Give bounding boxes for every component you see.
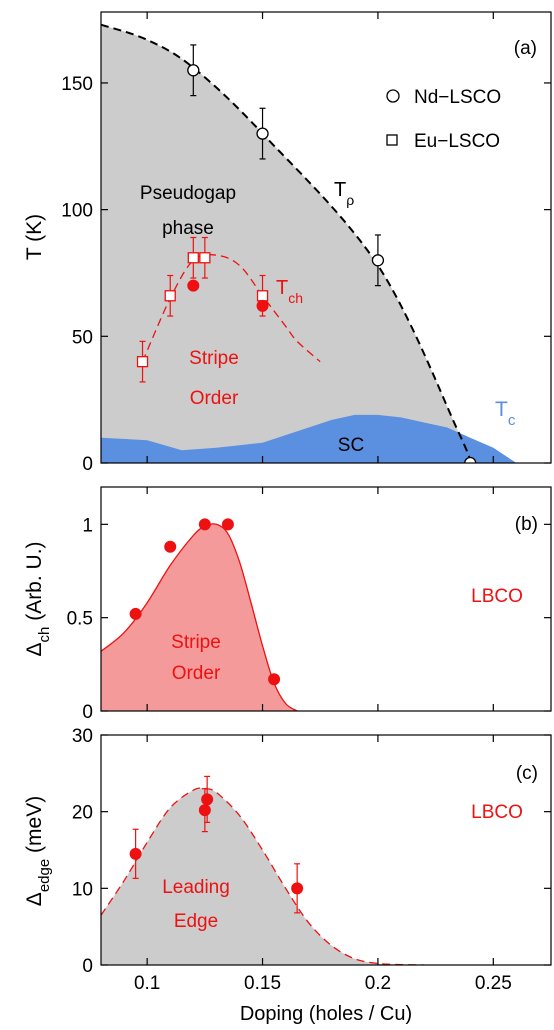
panel-c-frame [100, 734, 552, 966]
panel-a-label: (a) [514, 38, 537, 59]
panel-c-x-ticks: 0.1 0.15 0.2 0.25 [134, 735, 512, 994]
panel-b-y-ticks: 00.51 [67, 515, 551, 723]
tc-subscript: c [508, 412, 516, 429]
lbco-edge-point [291, 882, 304, 895]
leading-edge-region [101, 788, 425, 965]
panel-a-y-ticks: 0 50 100 150 [61, 74, 551, 475]
leading-edge-curve [101, 787, 425, 965]
eu-lsco-point [187, 252, 199, 264]
t-ch-label: Tch [276, 277, 303, 306]
t-rho-label: Tρ [334, 179, 354, 208]
lbco-stripe-point [198, 518, 211, 531]
panel-b-x-ticks [146, 487, 494, 711]
filled-point [187, 279, 200, 292]
nd-lsco-point [464, 456, 477, 463]
nd-lsco-point [371, 254, 385, 267]
x-tick-label: 0.1 [134, 973, 160, 994]
panel-a-ylabel: T (K) [23, 214, 46, 260]
panel-c-compound: LBCO [471, 802, 523, 823]
panel-a-x-ticks [146, 12, 494, 463]
panel-b-frame [100, 486, 552, 712]
legend-marker-nd-lscso [386, 89, 400, 103]
t-ch-subscript: ch [288, 290, 303, 306]
panel-a: 0 50 100 150 T (K) (a) Nd−LSCO Eu−LSCO Pseu… [23, 11, 552, 475]
legend-nd-lsco: Nd−LSCO [414, 87, 501, 108]
panel-b-ylabel-sub: ch [36, 627, 53, 643]
stripe-order-region [101, 523, 298, 711]
eu-lsco-point [256, 290, 269, 302]
y-tick-label: 0.5 [67, 609, 93, 630]
eu-lsco-point [199, 252, 211, 264]
stripe-label-a-1: Stripe [189, 348, 239, 369]
leading-label-1: Leading [162, 877, 230, 898]
eu-lsco-point [164, 290, 176, 302]
panel-c: 0 10 20 30 0.1 0.15 0.2 0.25 Δedge (meV) (c) L… [23, 726, 552, 994]
lbco-edge-point [201, 793, 214, 806]
stripe-label-a-2: Order [190, 388, 239, 409]
nd-lsco-point [256, 127, 269, 140]
lbco-stripe-point [221, 518, 234, 531]
panel-b-label: (b) [515, 514, 538, 535]
y-tick-label: 150 [61, 74, 93, 95]
panel-c-ylabel-sub: edge [36, 859, 53, 892]
pseudogap-label-2: phase [162, 218, 214, 239]
lbco-edge-point [129, 847, 142, 860]
t-ch-line [141, 253, 321, 363]
panel-b-compound: LBCO [471, 586, 523, 607]
x-tick-label: 0.25 [475, 973, 512, 994]
y-tick-label: 10 [72, 879, 93, 900]
panel-b: 00.51 Δch (Arb. U.) (b) LBCO Stripe Orde… [23, 486, 552, 723]
panel-b-ylabel: Δch (Arb. U.) [23, 541, 53, 656]
tc-label: Tc [495, 398, 516, 429]
x-tick-label: 0.15 [244, 973, 281, 994]
x-tick-label: 0.2 [365, 973, 391, 994]
panel-c-label: (c) [516, 763, 538, 784]
sc-dome [101, 414, 540, 463]
stripe-label-b-2: Order [172, 663, 221, 684]
y-tick-label: 0 [82, 702, 93, 723]
legend-eu-lsco: Eu−LSCO [414, 131, 500, 152]
sc-label: SC [338, 435, 364, 456]
y-tick-label: 30 [72, 726, 93, 747]
filled-point [256, 299, 269, 312]
t-rho-line [101, 23, 472, 463]
lbco-stripe-point [268, 673, 281, 686]
panel-a-data-points [136, 44, 477, 463]
eu-lsco-point [136, 356, 149, 368]
nd-lsco-point [187, 64, 200, 77]
pseudogap-label-1: Pseudogap [140, 183, 236, 204]
pseudogap-region [101, 24, 471, 463]
t-rho-subscript: ρ [346, 192, 354, 208]
panel-c-data-points [129, 775, 304, 914]
lbco-edge-point [198, 804, 211, 817]
panel-b-data-points [129, 518, 281, 686]
leading-label-2: Edge [174, 911, 218, 932]
y-tick-label: 20 [72, 803, 93, 824]
y-tick-label: 0 [82, 956, 93, 977]
panel-a-frame [100, 11, 552, 464]
stripe-label-b-1: Stripe [171, 632, 221, 653]
y-tick-label: 100 [61, 201, 93, 222]
x-axis-label: Doping (holes / Cu) [240, 1003, 412, 1025]
legend-marker-eu-lsco [386, 134, 398, 146]
y-tick-label: 0 [82, 454, 93, 475]
legend: Nd−LSCO Eu−LSCO [386, 87, 501, 152]
y-tick-label: 50 [72, 327, 93, 348]
lbco-stripe-point [129, 607, 142, 620]
panel-c-y-ticks: 0 10 20 30 [72, 726, 551, 977]
panel-c-ylabel: Δedge (meV) [23, 796, 53, 906]
y-tick-label: 1 [82, 515, 93, 536]
lbco-stripe-point [164, 540, 177, 553]
